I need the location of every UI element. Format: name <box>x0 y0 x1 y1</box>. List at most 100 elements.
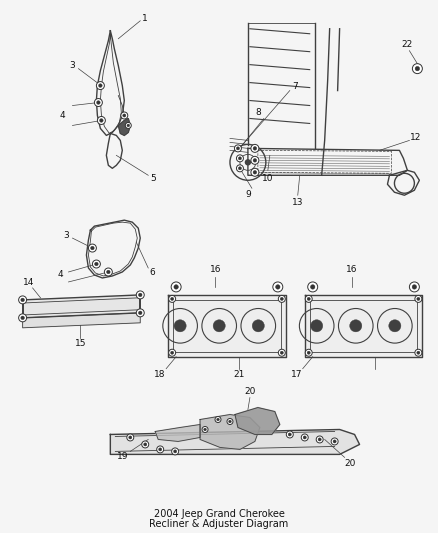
Circle shape <box>234 145 241 152</box>
Circle shape <box>171 282 181 292</box>
Circle shape <box>305 295 312 302</box>
Circle shape <box>99 84 102 87</box>
Circle shape <box>104 268 112 276</box>
Circle shape <box>229 420 231 423</box>
Circle shape <box>350 320 362 332</box>
Text: 20: 20 <box>244 387 256 396</box>
Circle shape <box>129 436 132 439</box>
Circle shape <box>415 349 422 356</box>
Circle shape <box>238 157 241 160</box>
Circle shape <box>305 349 312 356</box>
Circle shape <box>237 155 244 162</box>
Text: 22: 22 <box>402 40 413 49</box>
Circle shape <box>142 441 149 448</box>
Circle shape <box>204 428 206 431</box>
Circle shape <box>311 320 323 332</box>
Circle shape <box>106 270 110 274</box>
Circle shape <box>170 351 174 354</box>
Circle shape <box>172 448 179 455</box>
Circle shape <box>169 349 176 356</box>
Circle shape <box>413 63 422 74</box>
Text: 8: 8 <box>255 108 261 117</box>
Circle shape <box>280 351 283 354</box>
Circle shape <box>174 285 178 289</box>
Circle shape <box>316 436 323 443</box>
Circle shape <box>253 171 257 174</box>
Circle shape <box>273 282 283 292</box>
Circle shape <box>144 443 147 446</box>
Circle shape <box>288 433 291 436</box>
Circle shape <box>202 426 208 432</box>
Circle shape <box>417 351 420 354</box>
Text: 7: 7 <box>292 82 298 91</box>
Circle shape <box>97 101 100 104</box>
Text: 16: 16 <box>346 265 357 274</box>
Circle shape <box>331 438 338 445</box>
Circle shape <box>318 438 321 441</box>
Text: 5: 5 <box>150 174 156 183</box>
Circle shape <box>311 285 315 289</box>
Polygon shape <box>23 295 140 318</box>
Circle shape <box>95 262 98 266</box>
Text: 2004 Jeep Grand Cherokee: 2004 Jeep Grand Cherokee <box>154 509 284 519</box>
Polygon shape <box>305 295 422 357</box>
Circle shape <box>410 282 419 292</box>
Circle shape <box>237 165 244 172</box>
Circle shape <box>170 297 174 301</box>
Circle shape <box>333 440 336 443</box>
Text: 15: 15 <box>75 339 86 348</box>
Circle shape <box>96 82 104 90</box>
Circle shape <box>301 434 308 441</box>
Circle shape <box>92 260 100 268</box>
Circle shape <box>19 314 27 322</box>
Text: 3: 3 <box>64 231 69 240</box>
Circle shape <box>237 147 240 150</box>
Circle shape <box>138 311 142 314</box>
Circle shape <box>19 296 27 304</box>
Circle shape <box>215 416 221 423</box>
Circle shape <box>252 320 264 332</box>
Text: 14: 14 <box>23 278 34 287</box>
Text: 19: 19 <box>117 452 128 461</box>
Circle shape <box>227 418 233 424</box>
Circle shape <box>97 117 106 124</box>
Circle shape <box>125 123 131 128</box>
Circle shape <box>173 450 177 453</box>
Circle shape <box>91 246 94 250</box>
Text: 20: 20 <box>344 459 355 468</box>
Circle shape <box>174 320 186 332</box>
Circle shape <box>307 351 310 354</box>
Text: 9: 9 <box>245 190 251 199</box>
Circle shape <box>415 67 420 71</box>
Circle shape <box>159 448 162 451</box>
Circle shape <box>127 124 130 127</box>
Circle shape <box>88 244 96 252</box>
Circle shape <box>238 167 241 170</box>
Circle shape <box>99 119 103 122</box>
Circle shape <box>389 320 401 332</box>
Text: 3: 3 <box>70 61 75 70</box>
Circle shape <box>280 297 283 301</box>
Polygon shape <box>110 430 360 455</box>
Circle shape <box>21 316 25 320</box>
Circle shape <box>213 320 225 332</box>
Text: 13: 13 <box>292 198 304 207</box>
Circle shape <box>417 297 420 301</box>
Polygon shape <box>200 415 260 449</box>
Text: 21: 21 <box>233 370 244 379</box>
Text: 16: 16 <box>209 265 221 274</box>
Circle shape <box>251 144 259 152</box>
Circle shape <box>157 446 164 453</box>
Text: 10: 10 <box>262 174 274 183</box>
Circle shape <box>21 298 25 302</box>
Circle shape <box>251 156 259 164</box>
Circle shape <box>307 297 310 301</box>
Circle shape <box>276 285 280 289</box>
Polygon shape <box>118 118 130 135</box>
Text: 12: 12 <box>410 133 421 142</box>
Text: 18: 18 <box>155 370 166 379</box>
Polygon shape <box>168 295 286 357</box>
Circle shape <box>415 295 422 302</box>
Circle shape <box>245 160 251 165</box>
Circle shape <box>278 349 285 356</box>
